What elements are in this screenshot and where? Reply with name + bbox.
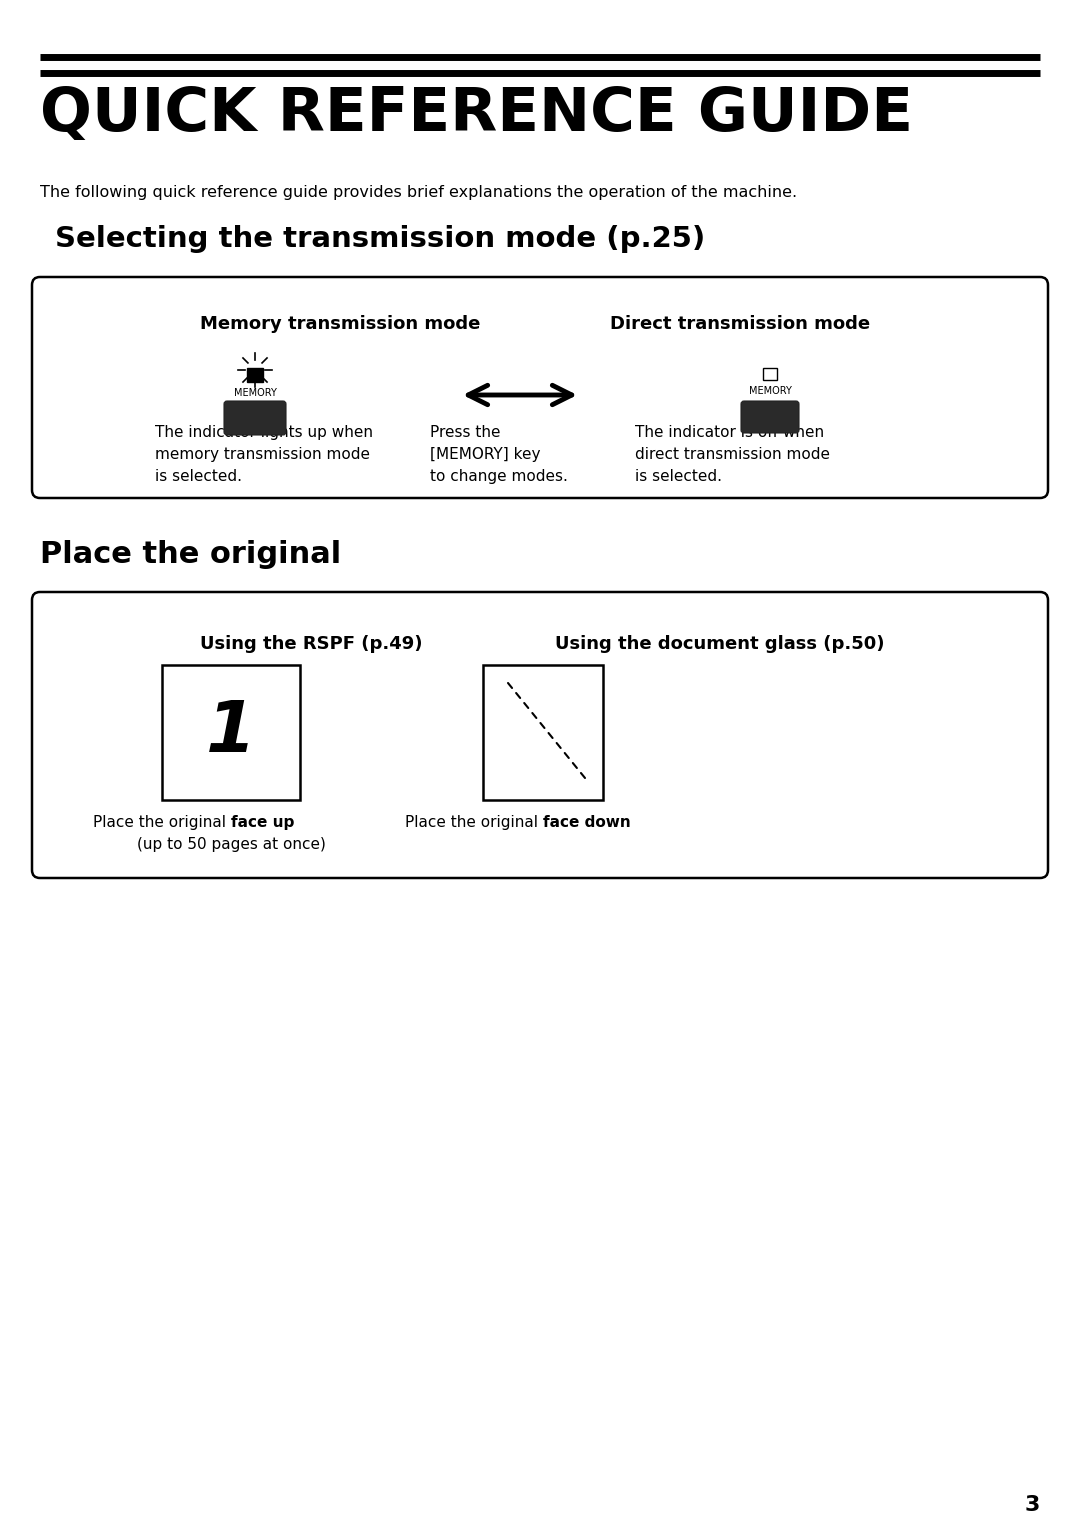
Bar	[762, 368, 777, 380]
Text: 3: 3	[1025, 1494, 1040, 1514]
FancyBboxPatch shape	[224, 400, 286, 435]
Bar	[162, 665, 300, 801]
Text: (up to 50 pages at once): (up to 50 pages at once)	[136, 837, 325, 853]
Text: MEMORY: MEMORY	[748, 387, 792, 396]
Text: MEMORY: MEMORY	[233, 388, 276, 397]
Text: The indicator is off when
direct transmission mode
is selected.: The indicator is off when direct transmi…	[635, 425, 831, 484]
FancyBboxPatch shape	[741, 400, 799, 432]
Text: Selecting the transmission mode (p.25): Selecting the transmission mode (p.25)	[55, 225, 705, 254]
FancyBboxPatch shape	[32, 591, 1048, 879]
Text: Press the
[MEMORY] key
to change modes.: Press the [MEMORY] key to change modes.	[430, 425, 568, 484]
FancyBboxPatch shape	[32, 277, 1048, 498]
Text: QUICK REFERENCE GUIDE: QUICK REFERENCE GUIDE	[40, 86, 913, 144]
Text: Using the RSPF (p.49): Using the RSPF (p.49)	[200, 636, 422, 652]
Text: Memory transmission mode: Memory transmission mode	[200, 315, 481, 333]
Text: The following quick reference guide provides brief explanations the operation of: The following quick reference guide prov…	[40, 185, 797, 200]
Text: Direct transmission mode: Direct transmission mode	[610, 315, 870, 333]
Bar	[483, 665, 603, 801]
Text: face down: face down	[543, 814, 631, 830]
Text: Place the original: Place the original	[93, 814, 231, 830]
Text: 1: 1	[206, 698, 256, 767]
Text: face up: face up	[231, 814, 295, 830]
Text: Place the original: Place the original	[405, 814, 543, 830]
Text: Using the document glass (p.50): Using the document glass (p.50)	[555, 636, 885, 652]
Bar	[247, 368, 264, 382]
Text: Place the original: Place the original	[40, 539, 341, 568]
Text: The indicator lights up when
memory transmission mode
is selected.: The indicator lights up when memory tran…	[156, 425, 373, 484]
